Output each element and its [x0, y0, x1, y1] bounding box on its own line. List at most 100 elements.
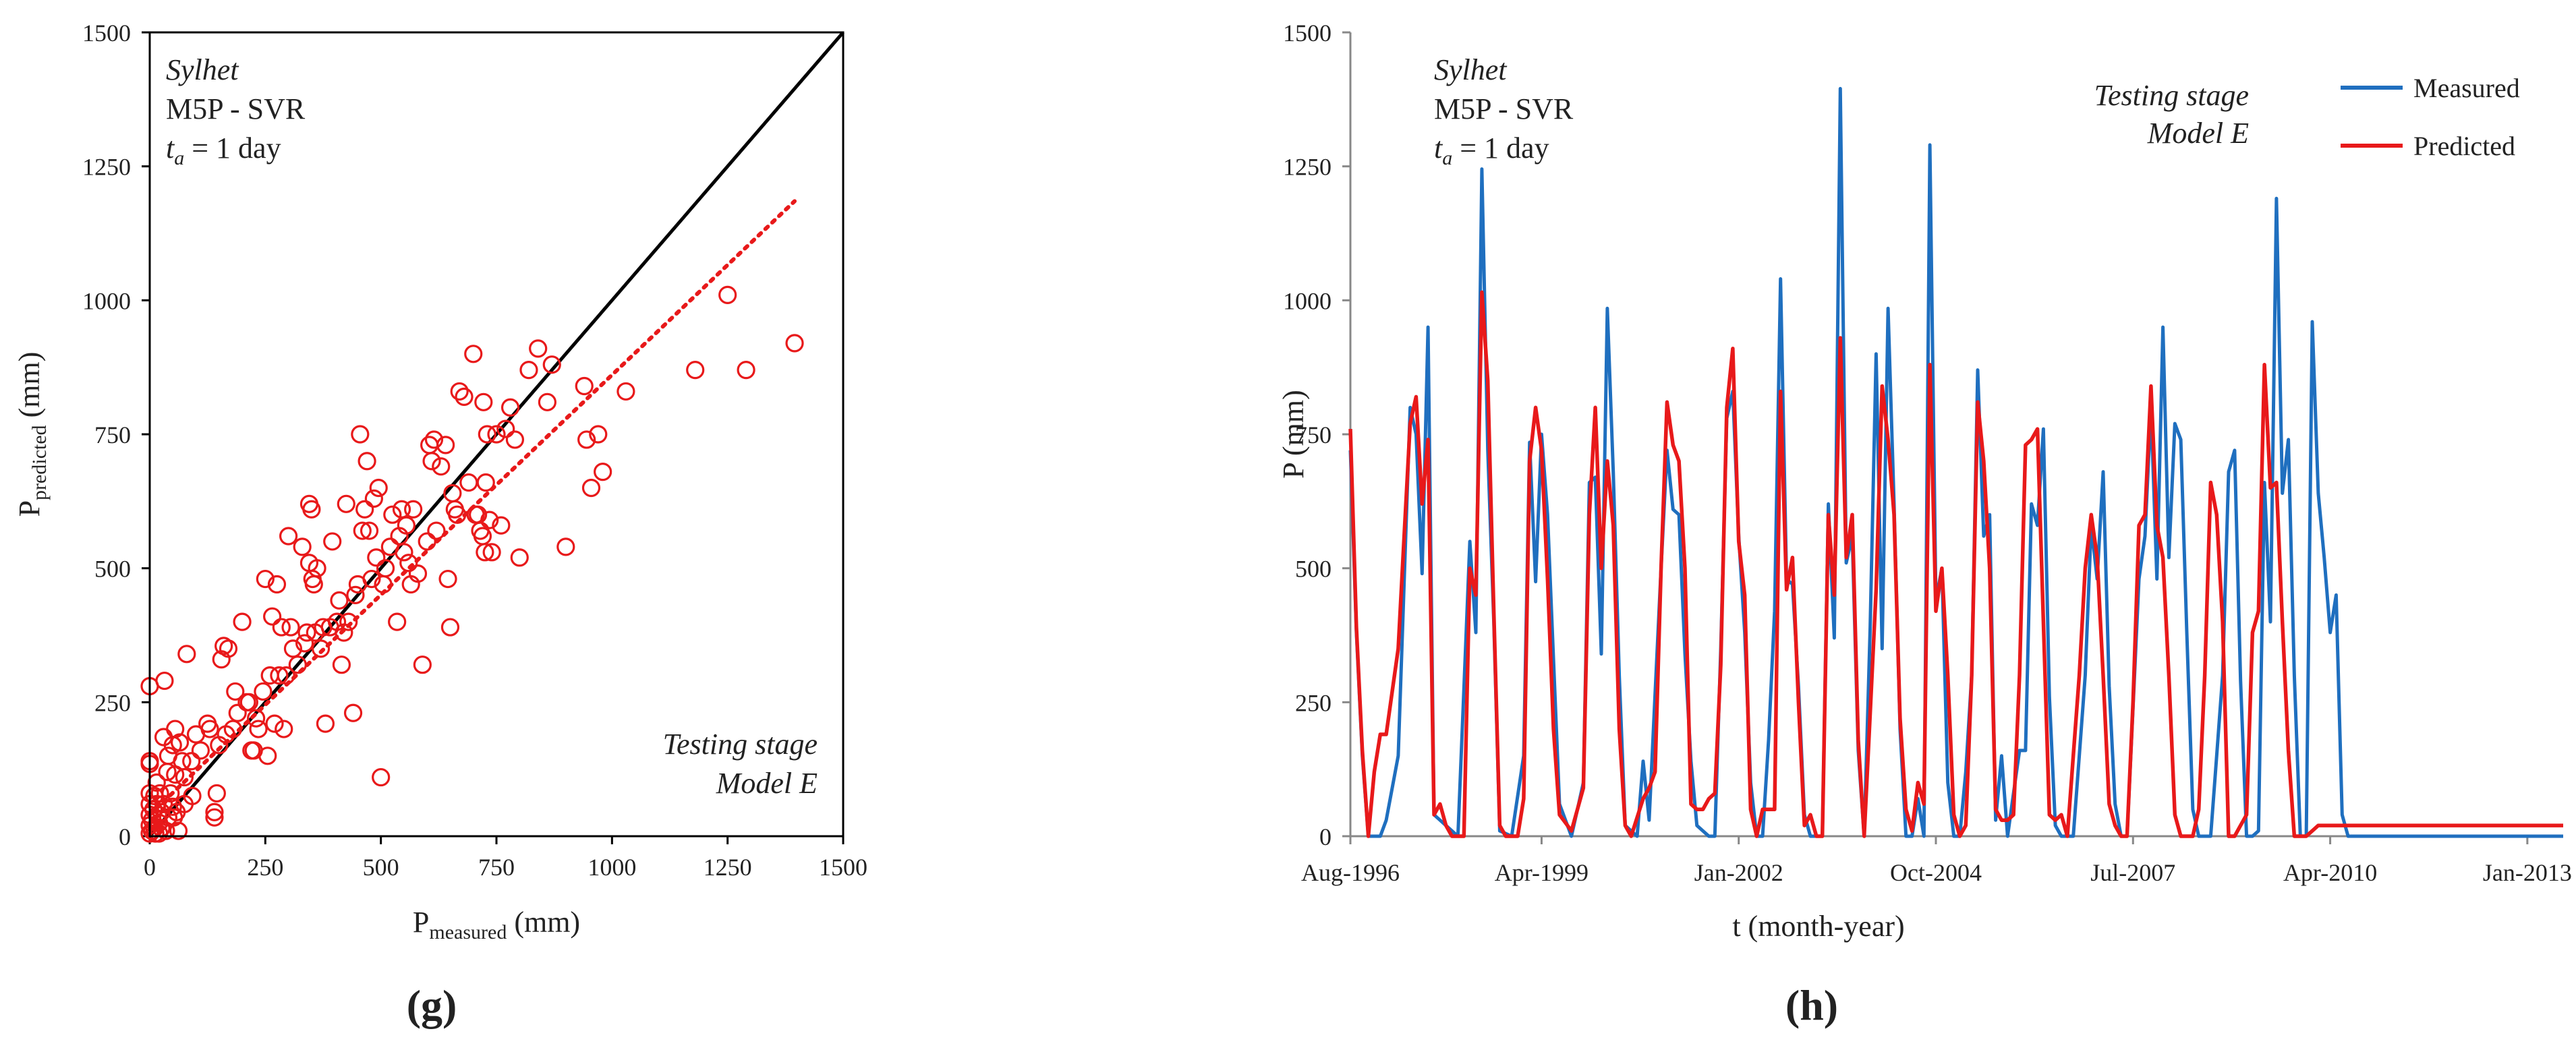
scatter-point [228, 703, 247, 722]
scatter-point [438, 569, 457, 589]
scatter-point [337, 494, 355, 513]
scatter-point [464, 345, 483, 363]
ts-lead-time-value: = 1 day [1452, 132, 1549, 165]
y-label-sub: predicted [28, 425, 51, 500]
scatter-point [436, 436, 455, 455]
panel-letter-h: (h) [1785, 981, 1838, 1029]
scatter-point [369, 478, 388, 498]
scatter-location-label: Sylhet [166, 53, 239, 86]
panel-letter-g: (g) [407, 981, 457, 1029]
scatter-point [538, 392, 556, 411]
scatter-point [397, 516, 416, 535]
scatter-point [155, 671, 174, 691]
scatter-point [404, 500, 423, 519]
scatter-point [323, 532, 342, 551]
scatter-point [161, 784, 180, 803]
scatter-point [346, 585, 365, 605]
scatter-point [175, 767, 194, 787]
scatter-point [357, 452, 376, 471]
timeseries-tick-labels: 0 250 500 750 1000 1250 1500 Aug-1996 Apr-1999 Ja… [1283, 20, 2572, 886]
y-label-unit: (mm) [13, 352, 46, 426]
scatter-point [156, 821, 175, 840]
scatter-point [351, 425, 370, 444]
scatter-panel: 0 250 500 750 1000 1250 1500 0 250 500 750 1000 1250… [13, 20, 867, 1029]
scatter-point [147, 773, 166, 792]
ts-x-tick-label: Apr-2010 [2283, 859, 2377, 886]
y-tick-label: 500 [94, 556, 131, 583]
timeseries-legend: Measured Predicted [2341, 73, 2520, 161]
scatter-point [332, 655, 351, 674]
scatter-axis-ticks [142, 31, 845, 844]
scatter-point [267, 575, 287, 594]
scatter-plot-frame [148, 31, 845, 838]
scatter-point [589, 425, 608, 444]
scatter-point [519, 361, 538, 380]
scatter-point [279, 527, 298, 546]
scatter-point [376, 559, 395, 578]
trend-line [148, 199, 797, 817]
scatter-point [492, 516, 511, 535]
scatter-point [459, 473, 478, 492]
scatter-point [283, 639, 303, 658]
scatter-stage-label: Testing stage [663, 728, 818, 761]
scatter-point [353, 521, 372, 540]
x-tick-label: 1000 [588, 854, 636, 881]
scatter-point [256, 569, 275, 589]
scatter-point [718, 285, 737, 304]
scatter-point [450, 382, 469, 401]
scatter-point [529, 339, 548, 358]
scatter-point [556, 537, 575, 556]
scatter-point [200, 720, 219, 738]
scatter-point [686, 361, 705, 380]
y-tick-label: 250 [94, 689, 131, 716]
scatter-point [785, 334, 804, 353]
scatter-point [510, 548, 529, 567]
scatter-point [335, 623, 353, 642]
scatter-point [150, 784, 169, 803]
ts-y-tick-label: 1500 [1283, 20, 1332, 47]
scatter-point [440, 618, 460, 637]
scatter-point [249, 720, 268, 738]
scatter-point [297, 623, 316, 642]
ts-y-tick-label: 1250 [1283, 154, 1332, 181]
ts-x-tick-label: Jan-2013 [2483, 859, 2572, 886]
scatter-point [505, 430, 525, 449]
scatter-point [395, 543, 413, 562]
x-label-main: P [413, 906, 429, 939]
scatter-point [482, 543, 501, 562]
scatter-point [575, 376, 594, 396]
scatter-x-axis-label: Pmeasured (mm) [413, 906, 580, 943]
x-tick-label: 750 [478, 854, 515, 881]
ts-y-tick-label: 0 [1319, 823, 1332, 850]
scatter-point [316, 714, 335, 733]
y-tick-label: 1000 [82, 287, 131, 314]
ts-lead-time-sub: a [1442, 147, 1452, 169]
legend-predicted-label: Predicted [2413, 131, 2515, 161]
scatter-point [737, 361, 755, 380]
scatter-point [422, 452, 441, 471]
scatter-point [473, 527, 492, 546]
ts-x-tick-label: Oct-2004 [1890, 859, 1982, 886]
scatter-point [577, 430, 596, 449]
scatter-point [392, 500, 411, 519]
ts-x-tick-label: Jan-2002 [1694, 859, 1783, 886]
scatter-point [339, 612, 358, 631]
x-label-unit: (mm) [507, 906, 580, 939]
scatter-point [476, 473, 495, 492]
y-tick-label: 1250 [82, 154, 131, 181]
ts-x-tick-label: Aug-1996 [1301, 859, 1400, 886]
x-label-sub: measured [429, 921, 507, 943]
scatter-point [372, 767, 391, 787]
ts-x-axis-label: t (month-year) [1732, 910, 1904, 943]
scatter-point [383, 505, 402, 524]
scatter-point [455, 387, 474, 406]
scatter-point [302, 500, 321, 519]
scatter-point [408, 564, 428, 583]
scatter-point [364, 489, 383, 508]
scatter-point [226, 682, 245, 701]
scatter-point [173, 752, 192, 771]
ts-location-label: Sylhet [1434, 53, 1508, 86]
scatter-point [260, 666, 279, 685]
scatter-point [293, 537, 312, 556]
